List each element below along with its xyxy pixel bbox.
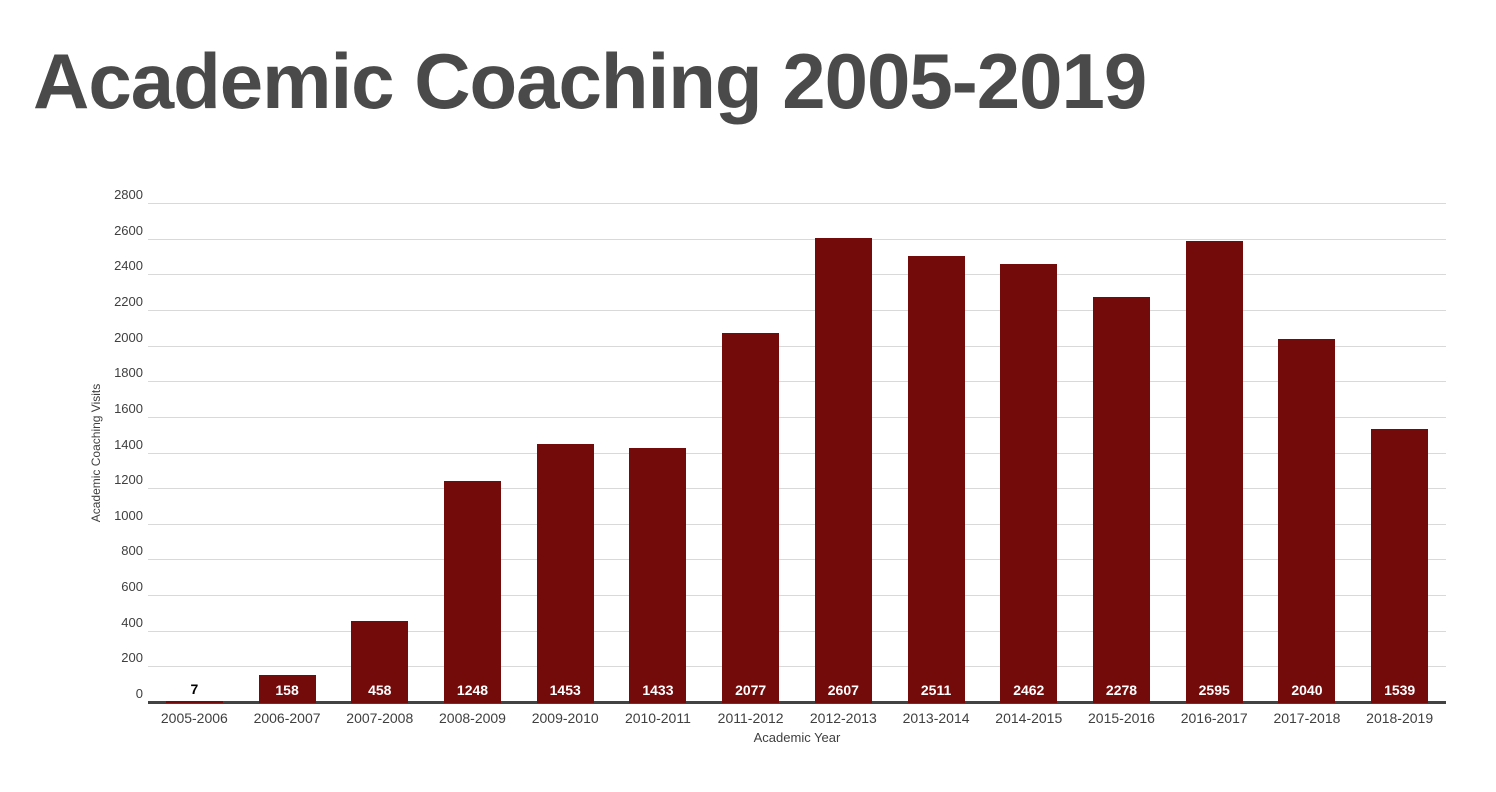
- bar-value-label: 1433: [642, 682, 674, 698]
- gridline: [148, 238, 1446, 240]
- x-tick-label: 2006-2007: [253, 710, 321, 726]
- bar-value-label: 458: [368, 682, 392, 698]
- bar-value-label: 1248: [456, 682, 489, 698]
- y-tick-label: 800: [121, 543, 143, 559]
- y-tick-label: 600: [121, 579, 143, 595]
- bar-value-label: 2462: [1013, 682, 1045, 698]
- bar-value-label: 2595: [1198, 682, 1230, 698]
- bar-value-label: 2511: [920, 682, 952, 698]
- gridline: [148, 274, 1446, 276]
- bar-2012-2013: [814, 238, 872, 703]
- x-tick-label: 2008-2009: [439, 710, 506, 726]
- bar-value-label: 2278: [1105, 682, 1138, 698]
- gridline: [148, 452, 1446, 454]
- x-tick-label: 2017-2018: [1273, 710, 1341, 726]
- gridline: [148, 666, 1446, 668]
- bar-2005-2006: [165, 701, 223, 703]
- gridline: [148, 595, 1446, 597]
- bar-2015-2016: [1093, 297, 1150, 703]
- y-tick-label: 1000: [114, 507, 143, 523]
- gridline: [148, 381, 1446, 383]
- gridline: [148, 416, 1446, 418]
- gridline: [148, 630, 1446, 632]
- x-axis-line: [148, 701, 1446, 704]
- gridline: [148, 523, 1446, 525]
- y-tick-label: 1600: [114, 400, 143, 416]
- x-tick-label: 2016-2017: [1180, 710, 1248, 726]
- y-tick-label: 2600: [114, 222, 143, 238]
- bar-2006-2007: [258, 674, 316, 703]
- bar-value-label: 2607: [827, 682, 859, 698]
- x-tick-label: 2011-2012: [717, 710, 784, 726]
- y-axis-title: Academic Coaching Visits: [89, 383, 103, 523]
- y-tick-label: 1400: [114, 436, 143, 452]
- bar-value-label: 2077: [735, 682, 767, 698]
- bar-value-label: 1453: [549, 682, 581, 698]
- gridline: [148, 345, 1446, 347]
- bar-value-label: 1539: [1384, 682, 1416, 698]
- gridline: [148, 309, 1446, 311]
- bar-2017-2018: [1278, 339, 1336, 703]
- bar-2010-2011: [629, 447, 687, 703]
- bar-2018-2019: [1371, 428, 1429, 703]
- x-tick-label: 2013-2014: [902, 710, 970, 726]
- bar-value-label: 2040: [1291, 682, 1323, 698]
- bar-value-label: 7: [190, 681, 199, 697]
- bar-2016-2017: [1185, 240, 1243, 703]
- bar-value-label: 158: [275, 682, 299, 698]
- y-tick-label: 2000: [114, 329, 143, 345]
- bar-2013-2014: [907, 255, 965, 703]
- y-tick-label: 1800: [114, 365, 143, 381]
- y-tick-label: 200: [121, 650, 143, 666]
- bar-2011-2012: [722, 332, 780, 703]
- gridline: [148, 203, 1446, 204]
- x-tick-label: 2014-2015: [995, 710, 1063, 726]
- x-tick-label: 2007-2008: [346, 710, 414, 726]
- y-tick-label: 0: [135, 686, 143, 701]
- bar-2007-2008: [351, 621, 409, 703]
- x-tick-label: 2005-2006: [160, 710, 228, 726]
- y-tick-label: 2200: [114, 293, 143, 309]
- chart-title: Academic Coaching 2005-2019: [33, 37, 1147, 125]
- x-tick-label: 2015-2016: [1088, 710, 1155, 726]
- gridline: [148, 559, 1446, 561]
- y-tick-label: 1200: [114, 472, 143, 488]
- x-tick-label: 2012-2013: [809, 710, 877, 726]
- x-axis-title: Academic Year: [753, 730, 841, 745]
- bar-2009-2010: [536, 444, 594, 703]
- x-tick-label: 2018-2019: [1366, 710, 1434, 726]
- x-tick-label: 2010-2011: [624, 710, 691, 726]
- bar-2008-2009: [444, 480, 501, 703]
- y-tick-label: 400: [121, 614, 143, 630]
- gridline: [148, 488, 1446, 490]
- y-tick-label: 2400: [114, 258, 143, 274]
- x-tick-label: 2009-2010: [531, 710, 599, 726]
- bar-2014-2015: [1000, 264, 1058, 703]
- y-tick-label: 2800: [114, 187, 143, 202]
